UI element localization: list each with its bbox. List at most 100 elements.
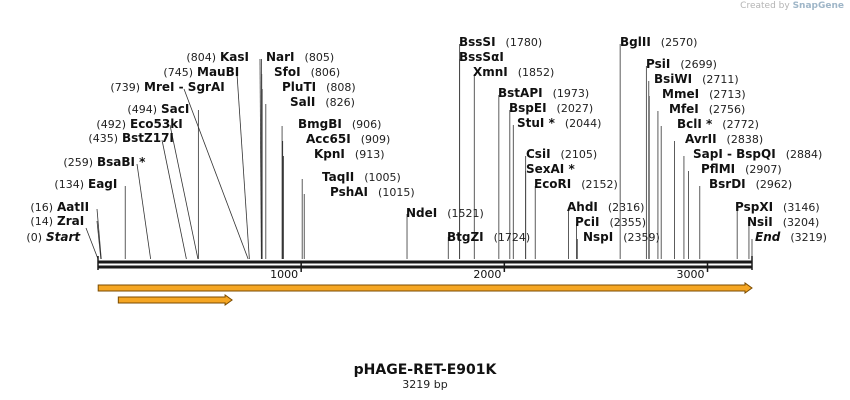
enzyme-name[interactable]: PflMI xyxy=(701,162,735,176)
cut-site-label[interactable]: EcoRI (2152) xyxy=(534,177,618,191)
cut-site-leader xyxy=(96,220,102,260)
enzyme-name[interactable]: PsiI xyxy=(646,57,670,71)
enzyme-name[interactable]: MreI - SgrAI xyxy=(144,80,225,94)
cut-site-label[interactable]: BglII (2570) xyxy=(620,35,697,49)
cut-site-label[interactable]: NarI (805) xyxy=(266,50,334,64)
cut-site-label[interactable]: PciI (2355) xyxy=(575,215,646,229)
enzyme-name[interactable]: Eco53kI xyxy=(130,117,183,131)
enzyme-name[interactable]: KasI xyxy=(220,50,249,64)
cut-site-label[interactable]: AvrII (2838) xyxy=(685,132,763,146)
cut-site-label[interactable]: XmnI (1852) xyxy=(473,65,554,79)
cut-site-label[interactable]: PflMI (2907) xyxy=(701,162,782,176)
enzyme-name[interactable]: NspI xyxy=(583,230,613,244)
cut-site-label[interactable]: BtgZI (1724) xyxy=(447,230,530,244)
enzyme-name[interactable]: PluTI xyxy=(282,80,316,94)
enzyme-name[interactable]: SalI xyxy=(290,95,315,109)
enzyme-name[interactable]: AatII xyxy=(57,200,89,214)
enzyme-name[interactable]: NdeI xyxy=(406,206,437,220)
cut-site-label[interactable]: NsiI (3204) xyxy=(747,215,819,229)
enzyme-name[interactable]: SacI xyxy=(161,102,189,116)
cut-site-label[interactable]: CsiI (2105) xyxy=(526,147,597,161)
cut-site-label[interactable]: SexAI * xyxy=(526,162,575,176)
cut-site-label[interactable]: BsaBI * (259) xyxy=(63,155,146,169)
enzyme-name[interactable]: PciI xyxy=(575,215,600,229)
cut-site-label[interactable]: KpnI (913) xyxy=(314,147,385,161)
cut-site-label[interactable]: MfeI (2756) xyxy=(669,102,745,116)
cut-site-label[interactable]: BsrDI (2962) xyxy=(709,177,792,191)
enzyme-name[interactable]: BmgBI xyxy=(298,117,342,131)
enzyme-name[interactable]: BclI * xyxy=(677,117,713,131)
enzyme-name[interactable]: EagI xyxy=(88,177,117,191)
enzyme-name[interactable]: BstAPI xyxy=(498,86,543,100)
cut-site-label[interactable]: PluTI (808) xyxy=(282,80,356,94)
cut-site-label[interactable]: ZraI (14) xyxy=(30,214,84,228)
cut-site-label[interactable]: SalI (826) xyxy=(290,95,355,109)
cut-site-label[interactable]: NdeI (1521) xyxy=(406,206,484,220)
enzyme-name[interactable]: BssSI xyxy=(459,35,496,49)
enzyme-name[interactable]: SfoI xyxy=(274,65,301,79)
enzyme-name[interactable]: BspEI xyxy=(509,101,547,115)
enzyme-name[interactable]: BsrDI xyxy=(709,177,746,191)
enzyme-name[interactable]: Acc65I xyxy=(306,132,351,146)
feature-arrow[interactable] xyxy=(117,294,233,306)
enzyme-name[interactable]: PshAI xyxy=(330,185,368,199)
cut-site-label[interactable]: BmgBI (906) xyxy=(298,117,381,131)
cut-site-label[interactable]: AatII (16) xyxy=(30,200,89,214)
feature-arrow[interactable] xyxy=(97,282,753,294)
cut-site-label[interactable]: MmeI (2713) xyxy=(662,87,746,101)
enzyme-name[interactable]: StuI * xyxy=(517,116,556,130)
enzyme-name[interactable]: BtgZI xyxy=(447,230,484,244)
enzyme-name[interactable]: BstZ17I xyxy=(122,131,174,145)
cut-site-label[interactable]: BssSαI xyxy=(459,50,504,64)
enzyme-name[interactable]: ZraI xyxy=(57,214,84,228)
cut-site-label[interactable]: BssSI (1780) xyxy=(459,35,542,49)
cut-site-label[interactable]: PsiI (2699) xyxy=(646,57,717,71)
enzyme-name[interactable]: KpnI xyxy=(314,147,345,161)
cut-site-label[interactable]: KasI (804) xyxy=(186,50,249,64)
enzyme-name[interactable]: NsiI xyxy=(747,215,773,229)
cut-site-label[interactable]: BsiWI (2711) xyxy=(654,72,739,86)
enzyme-name[interactable]: End xyxy=(755,230,781,244)
snapgene-logo: SnapGene xyxy=(792,1,844,11)
enzyme-name[interactable]: MauBI xyxy=(197,65,239,79)
cut-site-label[interactable]: StuI * (2044) xyxy=(517,116,601,130)
enzyme-name[interactable]: BsaBI * xyxy=(97,155,146,169)
enzyme-name[interactable]: BssSαI xyxy=(459,50,504,64)
cut-site-label[interactable]: PspXI (3146) xyxy=(735,200,820,214)
cut-site-label[interactable]: MreI - SgrAI (739) xyxy=(110,80,224,94)
enzyme-name[interactable]: AhdI xyxy=(567,200,598,214)
enzyme-name[interactable]: BsiWI xyxy=(654,72,692,86)
enzyme-name[interactable]: MmeI xyxy=(662,87,699,101)
cut-site-label[interactable]: BclI * (2772) xyxy=(677,117,759,131)
enzyme-position: (2711) xyxy=(702,73,739,86)
enzyme-name[interactable]: EcoRI xyxy=(534,177,571,191)
cut-site-label[interactable]: Start (0) xyxy=(26,230,81,244)
enzyme-name[interactable]: NarI xyxy=(266,50,295,64)
cut-site-label[interactable]: EagI (134) xyxy=(54,177,117,191)
cut-site-label[interactable]: MauBI (745) xyxy=(163,65,239,79)
cut-site-label[interactable]: SacI (494) xyxy=(127,102,189,116)
cut-site-label[interactable]: SfoI (806) xyxy=(274,65,340,79)
enzyme-name[interactable]: SapI - BspQI xyxy=(693,147,776,161)
cut-site-label[interactable]: AhdI (2316) xyxy=(567,200,644,214)
cut-site-label[interactable]: TaqII (1005) xyxy=(322,170,401,184)
cut-site-label[interactable]: BspEI (2027) xyxy=(509,101,593,115)
enzyme-name[interactable]: XmnI xyxy=(473,65,508,79)
cut-site-label[interactable]: Acc65I (909) xyxy=(306,132,390,146)
cut-site-label[interactable]: BstAPI (1973) xyxy=(498,86,589,100)
enzyme-name[interactable]: SexAI * xyxy=(526,162,575,176)
cut-site-label[interactable]: SapI - BspQI (2884) xyxy=(693,147,822,161)
enzyme-name[interactable]: BglII xyxy=(620,35,651,49)
cut-site-label[interactable]: Eco53kI (492) xyxy=(96,117,182,131)
cut-site-leader xyxy=(259,58,262,260)
enzyme-name[interactable]: CsiI xyxy=(526,147,551,161)
cut-site-label[interactable]: End (3219) xyxy=(755,230,827,244)
enzyme-name[interactable]: Start xyxy=(46,230,81,244)
enzyme-name[interactable]: MfeI xyxy=(669,102,699,116)
cut-site-label[interactable]: NspI (2359) xyxy=(583,230,660,244)
enzyme-name[interactable]: TaqII xyxy=(322,170,354,184)
cut-site-label[interactable]: PshAI (1015) xyxy=(330,185,415,199)
cut-site-label[interactable]: BstZ17I (435) xyxy=(88,131,173,145)
enzyme-name[interactable]: PspXI xyxy=(735,200,773,214)
enzyme-name[interactable]: AvrII xyxy=(685,132,717,146)
